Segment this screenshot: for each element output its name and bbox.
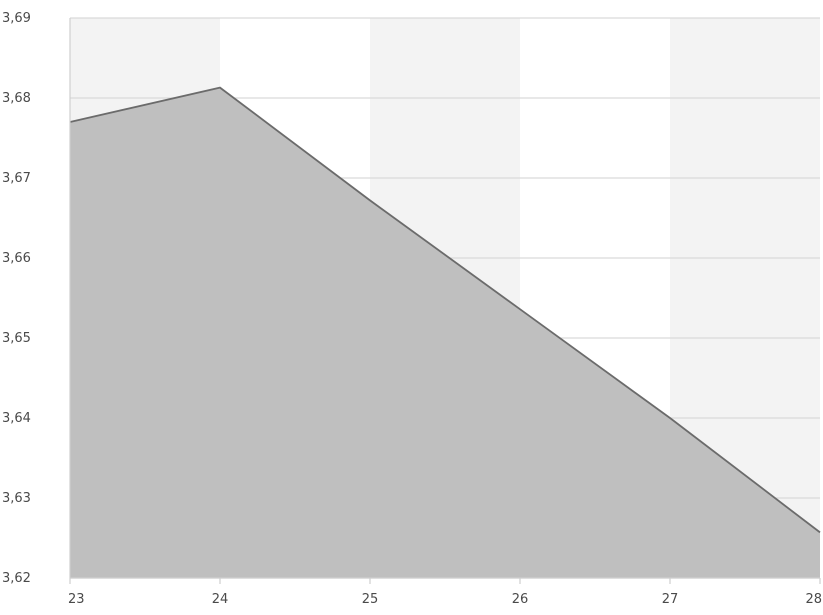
y-tick-label: 3,63 bbox=[2, 491, 31, 506]
y-tick-label: 3,68 bbox=[2, 91, 31, 106]
y-tick-label: 3,67 bbox=[2, 171, 31, 186]
x-tick-label: 25 bbox=[362, 592, 379, 607]
x-axis-tick-labels: 23 24 25 26 27 28 bbox=[68, 578, 822, 607]
y-tick-label: 3,69 bbox=[2, 11, 31, 26]
y-tick-label: 3,64 bbox=[2, 411, 31, 426]
x-tick-label: 27 bbox=[662, 592, 679, 607]
y-tick-label: 3,66 bbox=[2, 251, 31, 266]
x-tick-label: 23 bbox=[68, 592, 85, 607]
y-axis-tick-labels: 3,62 3,63 3,64 3,65 3,66 3,67 3,68 3,69 bbox=[2, 11, 31, 586]
x-tick-label: 26 bbox=[512, 592, 529, 607]
x-tick-label: 24 bbox=[212, 592, 229, 607]
y-tick-label: 3,62 bbox=[2, 571, 31, 586]
y-tick-label: 3,65 bbox=[2, 331, 31, 346]
x-tick-label: 28 bbox=[805, 592, 822, 607]
